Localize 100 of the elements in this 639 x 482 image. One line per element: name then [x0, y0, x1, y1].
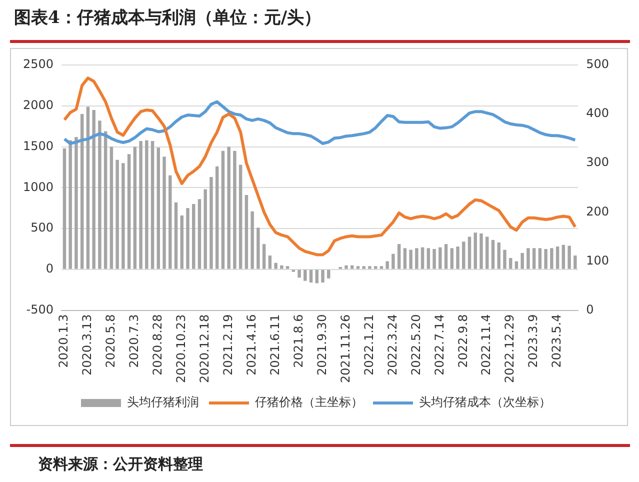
bar — [150, 141, 154, 269]
y-tick-label: 1000 — [22, 180, 54, 194]
bar — [474, 232, 477, 269]
y2-tick-label: 300 — [586, 155, 609, 170]
bar — [544, 248, 548, 269]
x-tick-label: 2020.7.3 — [127, 314, 142, 368]
bar — [468, 236, 472, 269]
bar — [198, 199, 202, 269]
bar — [497, 242, 500, 269]
bar — [344, 265, 348, 269]
x-tick-label: 2022.9.8 — [456, 314, 470, 368]
bar — [233, 150, 236, 269]
bar — [162, 156, 166, 269]
y2-tick-label: 400 — [586, 106, 609, 120]
bar — [221, 150, 225, 269]
bar — [368, 266, 372, 269]
bar — [403, 248, 407, 269]
bar — [145, 140, 148, 269]
bar — [409, 250, 412, 269]
x-tick-label: 2021.11.26 — [338, 314, 352, 384]
bar — [550, 248, 554, 269]
y-tick-label: 1500 — [22, 138, 54, 153]
bar — [485, 236, 489, 269]
y-tick-label: 500 — [30, 220, 54, 235]
bar — [450, 248, 454, 269]
bar — [186, 208, 190, 269]
x-tick-label: 2023.5.4 — [550, 314, 564, 368]
bar — [374, 266, 378, 269]
bar — [503, 250, 506, 269]
bar — [210, 177, 213, 269]
bar — [268, 256, 272, 269]
x-tick-label: 2020.12.18 — [197, 314, 212, 384]
bar — [532, 248, 536, 269]
x-tick-label: 2020.1.3 — [56, 314, 71, 368]
bar — [244, 195, 248, 269]
x-tick-label: 2020.8.28 — [150, 314, 165, 376]
bar — [215, 166, 219, 269]
bar — [480, 233, 483, 269]
bar — [127, 154, 131, 269]
bar — [356, 266, 360, 269]
bar — [327, 270, 330, 278]
bar — [98, 120, 102, 269]
y-tick-label: 2500 — [22, 57, 54, 72]
bar — [238, 164, 242, 269]
y-tick-label: 0 — [46, 262, 54, 276]
bar — [462, 242, 466, 269]
bar — [298, 270, 301, 278]
bar — [438, 247, 442, 269]
legend-label: 头均仔猪利润 — [127, 395, 199, 410]
x-tick-label: 2022.12.29 — [502, 314, 517, 384]
bar — [315, 270, 318, 284]
x-tick-label: 2021.6.11 — [268, 314, 282, 376]
x-tick-label: 2022.5.20 — [408, 314, 423, 376]
x-tick-label: 2021.9.30 — [314, 314, 329, 376]
bar — [133, 146, 137, 269]
bar — [386, 261, 389, 269]
bar — [304, 270, 307, 281]
legend-label: 仔猪价格（主坐标） — [255, 395, 363, 410]
bar — [80, 114, 84, 269]
bar — [274, 262, 278, 269]
bar — [262, 244, 266, 269]
bar — [568, 246, 571, 269]
bar — [526, 248, 530, 269]
bar — [392, 254, 395, 269]
bar — [180, 215, 184, 269]
bar — [397, 244, 401, 269]
x-tick-label: 2020.10.23 — [174, 314, 188, 384]
bar — [192, 204, 196, 269]
bar — [574, 256, 577, 269]
bar — [280, 265, 284, 269]
bar — [426, 248, 430, 269]
bar — [68, 140, 72, 269]
bar — [562, 244, 566, 269]
y2-tick-label: 100 — [586, 253, 609, 268]
x-tick-label: 2021.2.19 — [220, 314, 235, 376]
bar — [514, 261, 518, 269]
bar — [62, 148, 66, 269]
bar — [350, 265, 354, 269]
bar — [250, 211, 254, 269]
bar — [168, 175, 172, 269]
bar — [321, 270, 324, 282]
bar — [420, 247, 424, 269]
bar — [227, 146, 230, 269]
y2-tick-label: 500 — [586, 57, 609, 72]
x-tick-label: 2023.3.9 — [526, 314, 540, 368]
bar — [491, 240, 495, 269]
bar — [556, 246, 560, 269]
x-tick-label: 2020.5.8 — [104, 314, 118, 368]
bar — [456, 246, 460, 269]
bar — [508, 258, 512, 269]
y2-tick-label: 0 — [586, 302, 594, 316]
bar — [139, 141, 142, 269]
text: 资料来源：公开资料整理 — [38, 455, 203, 474]
y-tick-label: -500 — [26, 302, 54, 316]
bar — [110, 146, 114, 269]
bar — [415, 248, 418, 269]
chart-title: 图表4：仔猪成本与利润（单位：元/头） — [14, 7, 322, 29]
bar — [74, 136, 78, 269]
x-tick-label: 2021.4.16 — [244, 314, 258, 376]
bar — [520, 253, 524, 269]
